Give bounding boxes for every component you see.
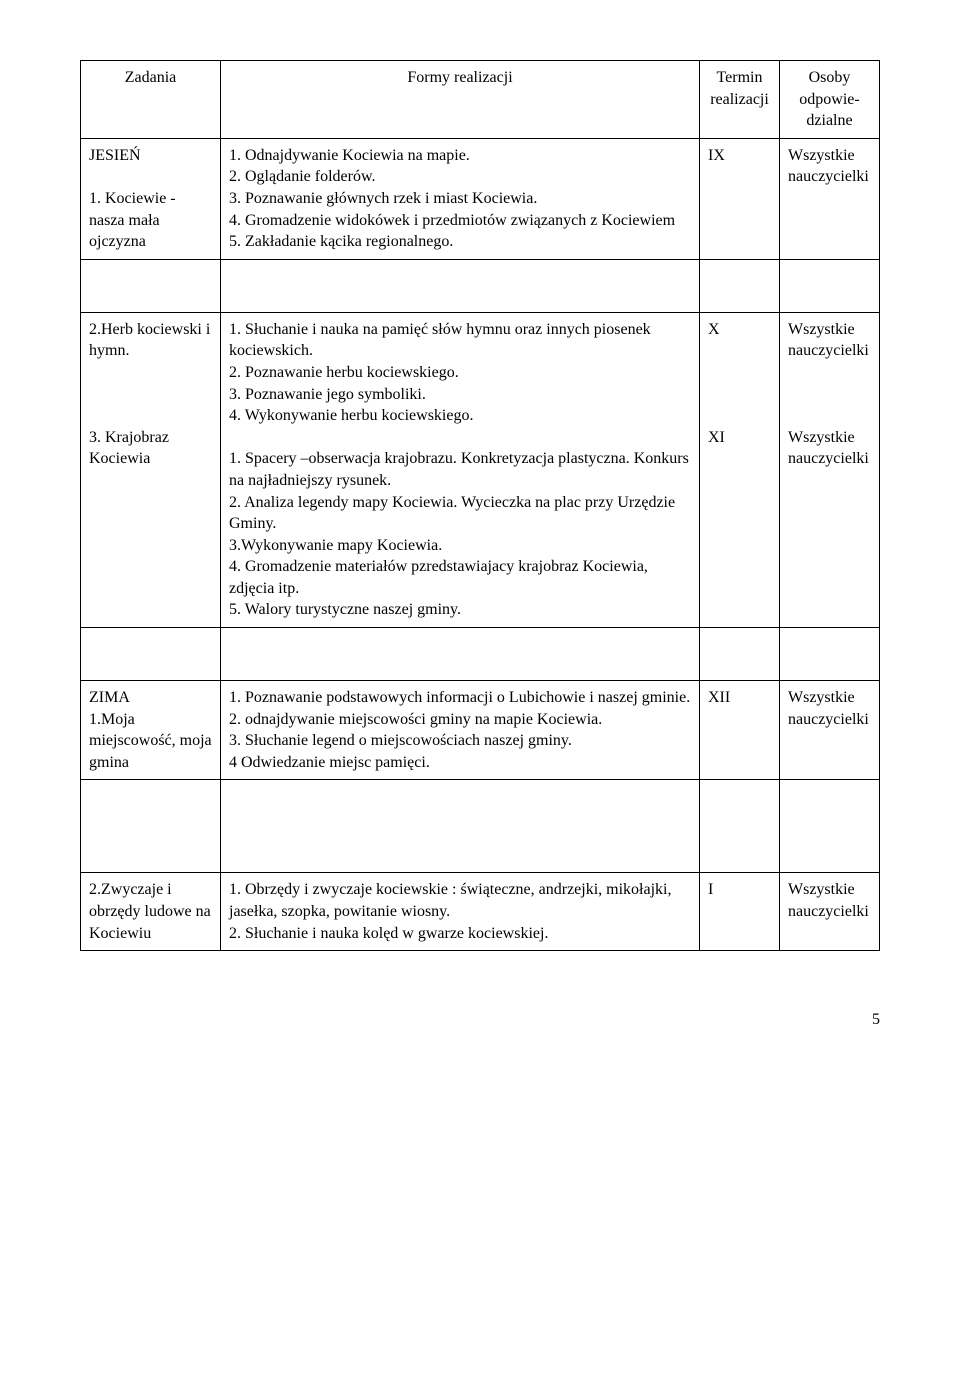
table-row: 2.Herb kociewski i hymn. 3. Krajobraz Ko… bbox=[81, 312, 880, 627]
row-c3: XII bbox=[700, 681, 780, 780]
row-c1: ZIMA 1.Moja miejscowość, moja gmina bbox=[81, 681, 221, 780]
header-col4: Osoby odpowie-dzialne bbox=[780, 61, 880, 139]
row-c4: Wszystkie nauczycielki bbox=[780, 138, 880, 259]
table-row: JESIEŃ 1. Kociewie - nasza mała ojczyzna… bbox=[81, 138, 880, 259]
spacer-row bbox=[81, 780, 880, 873]
row-c2: 1. Odnajdywanie Kociewia na mapie. 2. Og… bbox=[221, 138, 700, 259]
row-c1: JESIEŃ 1. Kociewie - nasza mała ojczyzna bbox=[81, 138, 221, 259]
spacer-row bbox=[81, 259, 880, 312]
row-c1: 2.Herb kociewski i hymn. 3. Krajobraz Ko… bbox=[81, 312, 221, 627]
row-c3: X XI bbox=[700, 312, 780, 627]
document-table: Zadania Formy realizacji Termin realizac… bbox=[80, 60, 880, 951]
row-c4: Wszystkie nauczycielki bbox=[780, 873, 880, 951]
row-c3: IX bbox=[700, 138, 780, 259]
header-col2: Formy realizacji bbox=[221, 61, 700, 139]
row-c2: 1. Słuchanie i nauka na pamięć słów hymn… bbox=[221, 312, 700, 627]
header-col1: Zadania bbox=[81, 61, 221, 139]
row-c1: 2.Zwyczaje i obrzędy ludowe na Kociewiu bbox=[81, 873, 221, 951]
page-number: 5 bbox=[80, 1011, 880, 1029]
row-c3: I bbox=[700, 873, 780, 951]
row-c4: Wszystkie nauczycielki Wszystkie nauczyc… bbox=[780, 312, 880, 627]
header-col3: Termin realizacji bbox=[700, 61, 780, 139]
header-row: Zadania Formy realizacji Termin realizac… bbox=[81, 61, 880, 139]
row-c2: 1. Obrzędy i zwyczaje kociewskie : świąt… bbox=[221, 873, 700, 951]
table-row: 2.Zwyczaje i obrzędy ludowe na Kociewiu … bbox=[81, 873, 880, 951]
table-row: ZIMA 1.Moja miejscowość, moja gmina 1. P… bbox=[81, 681, 880, 780]
row-c2: 1. Poznawanie podstawowych informacji o … bbox=[221, 681, 700, 780]
spacer-row bbox=[81, 628, 880, 681]
row-c4: Wszystkie nauczycielki bbox=[780, 681, 880, 780]
